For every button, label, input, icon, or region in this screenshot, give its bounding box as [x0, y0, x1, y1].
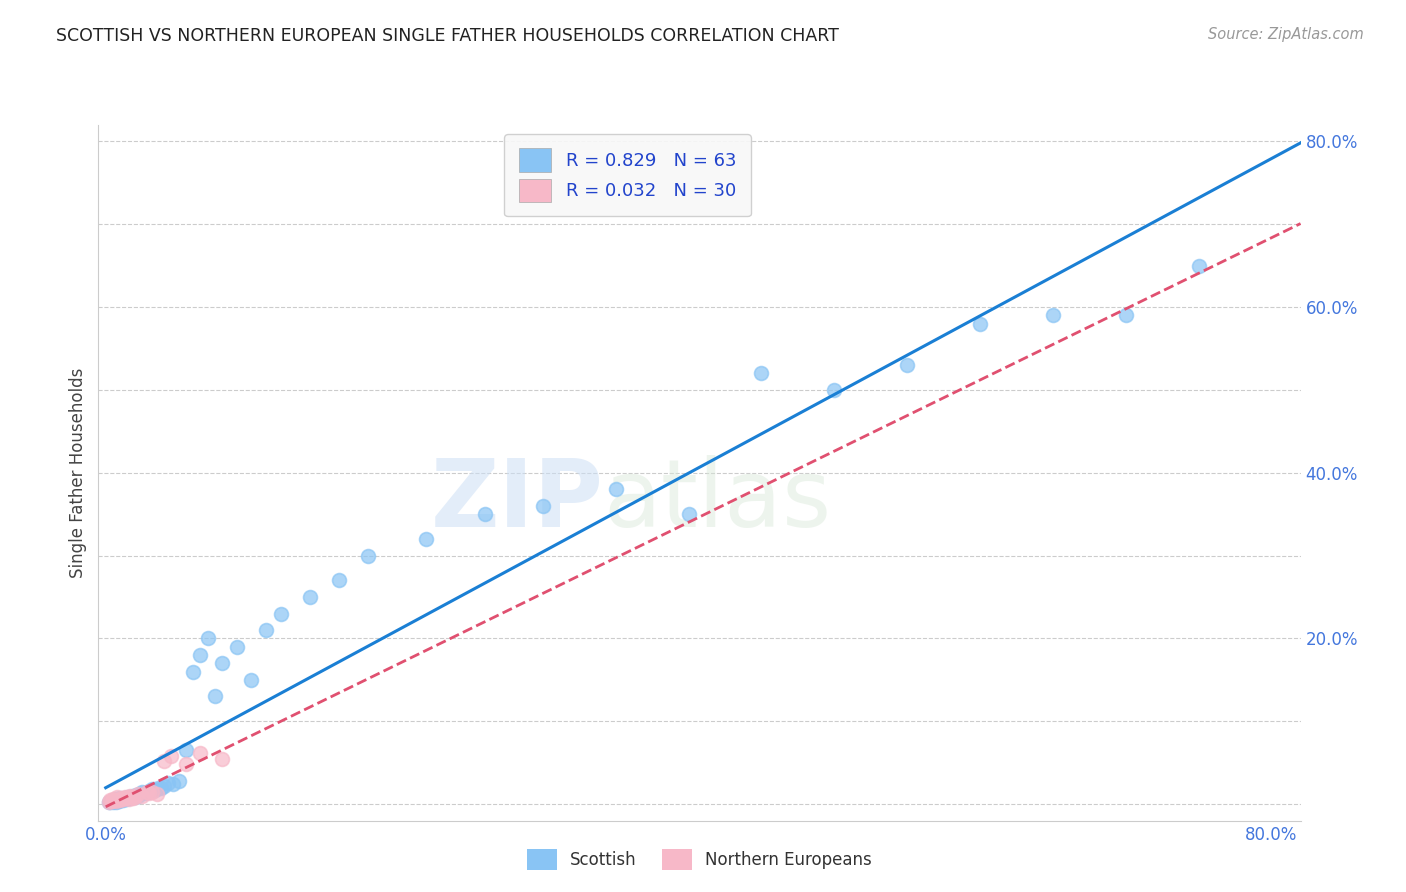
Point — [135, 785, 157, 799]
Point — [174, 757, 197, 772]
Point — [135, 785, 157, 799]
Point — [104, 792, 127, 806]
Point — [103, 793, 125, 807]
Point — [157, 776, 180, 790]
Point — [141, 782, 163, 797]
Text: ZIP: ZIP — [430, 455, 603, 547]
Point — [190, 746, 212, 760]
Point — [1115, 309, 1137, 323]
Point — [117, 790, 139, 805]
Point — [153, 779, 176, 793]
Point — [270, 607, 292, 621]
Point — [127, 787, 149, 801]
Point — [110, 793, 132, 807]
Point — [197, 632, 219, 646]
Point — [101, 795, 124, 809]
Point — [145, 787, 167, 801]
Point — [174, 743, 197, 757]
Text: SCOTTISH VS NORTHERN EUROPEAN SINGLE FATHER HOUSEHOLDS CORRELATION CHART: SCOTTISH VS NORTHERN EUROPEAN SINGLE FAT… — [56, 27, 839, 45]
Point — [121, 790, 143, 805]
Point — [122, 791, 145, 805]
Point — [128, 787, 150, 801]
Point — [114, 791, 136, 805]
Point — [125, 788, 148, 802]
Point — [678, 507, 700, 521]
Point — [160, 749, 183, 764]
Point — [111, 791, 134, 805]
Point — [100, 794, 122, 808]
Point — [204, 690, 226, 704]
Point — [122, 789, 145, 803]
Point — [969, 317, 991, 331]
Point — [121, 790, 143, 805]
Point — [104, 795, 127, 809]
Point — [110, 791, 132, 805]
Point — [97, 795, 120, 809]
Point — [111, 792, 134, 806]
Point — [1187, 259, 1209, 273]
Point — [150, 780, 173, 795]
Point — [101, 793, 124, 807]
Point — [108, 792, 131, 806]
Point — [112, 793, 135, 807]
Point — [127, 789, 149, 803]
Point — [134, 786, 156, 800]
Point — [100, 794, 122, 808]
Point — [114, 790, 136, 805]
Point — [97, 795, 120, 809]
Point — [415, 532, 437, 546]
Point — [153, 754, 176, 768]
Point — [105, 794, 128, 808]
Point — [605, 483, 627, 497]
Point — [105, 790, 128, 805]
Point — [104, 794, 127, 808]
Point — [328, 574, 350, 588]
Point — [110, 793, 132, 807]
Point — [131, 785, 153, 799]
Point — [896, 358, 918, 372]
Point — [138, 786, 160, 800]
Legend: Scottish, Northern Europeans: Scottish, Northern Europeans — [519, 840, 880, 879]
Point — [225, 640, 247, 654]
Point — [138, 784, 160, 798]
Point — [98, 796, 121, 810]
Point — [118, 791, 141, 805]
Point — [112, 792, 135, 806]
Point — [120, 789, 142, 804]
Point — [103, 794, 125, 808]
Point — [101, 792, 124, 806]
Point — [124, 789, 146, 804]
Point — [117, 789, 139, 804]
Point — [108, 794, 131, 808]
Point — [211, 751, 233, 765]
Point — [240, 673, 263, 687]
Point — [474, 507, 496, 521]
Point — [115, 792, 138, 806]
Point — [823, 383, 845, 397]
Point — [143, 783, 166, 797]
Point — [254, 623, 277, 637]
Text: Source: ZipAtlas.com: Source: ZipAtlas.com — [1208, 27, 1364, 42]
Point — [357, 549, 380, 563]
Point — [146, 781, 169, 796]
Point — [181, 665, 204, 679]
Point — [98, 793, 121, 807]
Point — [115, 791, 138, 805]
Point — [141, 785, 163, 799]
Point — [531, 499, 554, 513]
Point — [1042, 309, 1064, 323]
Text: atlas: atlas — [603, 455, 831, 547]
Point — [162, 777, 184, 791]
Point — [211, 657, 233, 671]
Point — [105, 793, 128, 807]
Point — [120, 789, 142, 803]
Y-axis label: Single Father Households: Single Father Households — [69, 368, 87, 578]
Point — [751, 367, 773, 381]
Point — [124, 789, 146, 804]
Point — [118, 792, 141, 806]
Point — [131, 789, 153, 803]
Point — [167, 773, 190, 788]
Point — [298, 590, 321, 604]
Point — [190, 648, 212, 662]
